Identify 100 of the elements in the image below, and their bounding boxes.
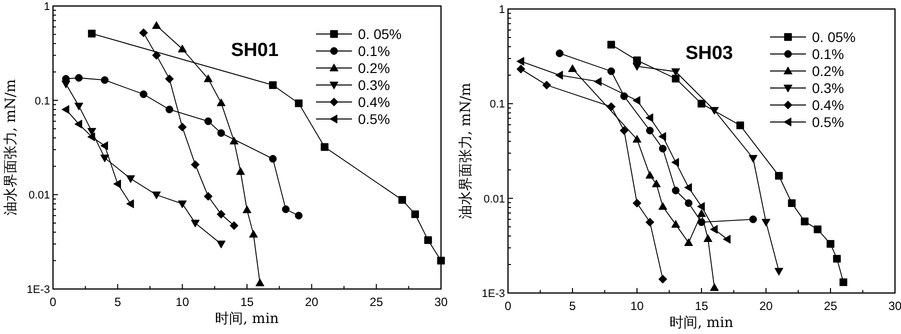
point <box>242 205 252 214</box>
point <box>87 132 96 142</box>
point <box>516 64 526 74</box>
point <box>632 134 642 143</box>
point <box>165 74 174 84</box>
legend-label: 0. 05% <box>812 29 856 45</box>
y-axis-title: 油水界面张力, mN/m <box>458 82 474 220</box>
point <box>684 199 692 207</box>
point <box>607 40 616 49</box>
x-tick-label: 15 <box>240 295 254 309</box>
point <box>217 129 225 137</box>
x-tick-label: 20 <box>304 295 319 309</box>
point <box>437 256 445 264</box>
legend-label: 0.5% <box>358 111 390 127</box>
point <box>152 21 161 29</box>
point <box>606 102 616 112</box>
point <box>762 218 770 227</box>
y-tick-label: 1 <box>44 1 50 13</box>
text: SH03 <box>685 43 734 64</box>
point <box>748 154 758 163</box>
point <box>190 220 200 228</box>
x-tick-label: 25 <box>370 295 384 309</box>
point <box>236 167 245 175</box>
point <box>282 205 290 214</box>
legend-label: 0.2% <box>812 63 844 79</box>
point <box>788 199 796 207</box>
point <box>775 172 783 180</box>
y-tick-label: 0.01 <box>484 193 505 206</box>
point <box>269 154 277 163</box>
point <box>555 70 563 80</box>
point <box>704 234 712 242</box>
x-tick-label: 25 <box>824 299 838 313</box>
point <box>204 117 212 126</box>
point <box>178 122 187 132</box>
point <box>632 198 642 208</box>
point <box>652 180 661 188</box>
point <box>166 106 174 114</box>
y-tick-label: 1E-3 <box>482 288 505 300</box>
text: SH01 <box>230 40 279 61</box>
point <box>269 81 277 89</box>
point <box>833 254 841 263</box>
point <box>204 74 213 82</box>
y-tick-label: 1 <box>498 4 505 16</box>
point <box>607 67 616 76</box>
x-tick-label: 0 <box>50 295 57 309</box>
point <box>62 80 70 88</box>
point <box>62 105 70 114</box>
point <box>672 74 680 82</box>
point <box>556 50 564 58</box>
point <box>516 56 524 66</box>
legend-label: 0.1% <box>812 46 844 62</box>
point <box>710 283 719 291</box>
x-tick-label: 30 <box>434 295 448 309</box>
point <box>216 98 226 106</box>
point <box>840 278 848 286</box>
point <box>722 234 731 244</box>
point <box>658 274 668 284</box>
point <box>74 102 84 110</box>
point <box>100 76 109 84</box>
point <box>658 202 668 210</box>
x-tick-label: 15 <box>694 299 708 313</box>
point <box>126 199 134 208</box>
point <box>320 143 328 151</box>
x-tick-label: 20 <box>759 299 773 313</box>
point <box>88 30 96 38</box>
point <box>424 236 432 244</box>
point <box>204 192 213 201</box>
point <box>632 63 642 71</box>
point <box>230 221 238 230</box>
point <box>646 126 654 134</box>
legend-label: 0.2% <box>358 60 390 76</box>
legend-label: 0.5% <box>812 114 844 130</box>
point <box>87 128 96 136</box>
x-tick-label: 10 <box>176 295 190 309</box>
point <box>216 210 226 219</box>
point <box>411 210 419 218</box>
point <box>113 180 121 188</box>
x-tick-label: 30 <box>888 299 901 313</box>
legend-label: 0.1% <box>358 43 390 59</box>
x-tick-label: 5 <box>569 299 576 313</box>
point <box>774 268 784 276</box>
legend-label: 0.4% <box>812 97 844 113</box>
point <box>140 90 148 98</box>
point <box>736 122 744 130</box>
point <box>710 224 718 234</box>
y-tick-label: 1E-3 <box>26 284 50 296</box>
point <box>100 154 110 162</box>
point <box>216 240 226 248</box>
point <box>152 50 161 60</box>
point <box>398 196 406 204</box>
x-tick-label: 10 <box>630 299 644 313</box>
x-tick-label: 5 <box>114 295 122 309</box>
point <box>594 77 602 86</box>
point <box>710 107 719 115</box>
x-axis-title: 时间, min <box>215 311 279 327</box>
point <box>671 158 680 167</box>
point <box>749 215 757 224</box>
point <box>684 238 693 246</box>
point <box>632 96 640 105</box>
point <box>178 44 187 52</box>
